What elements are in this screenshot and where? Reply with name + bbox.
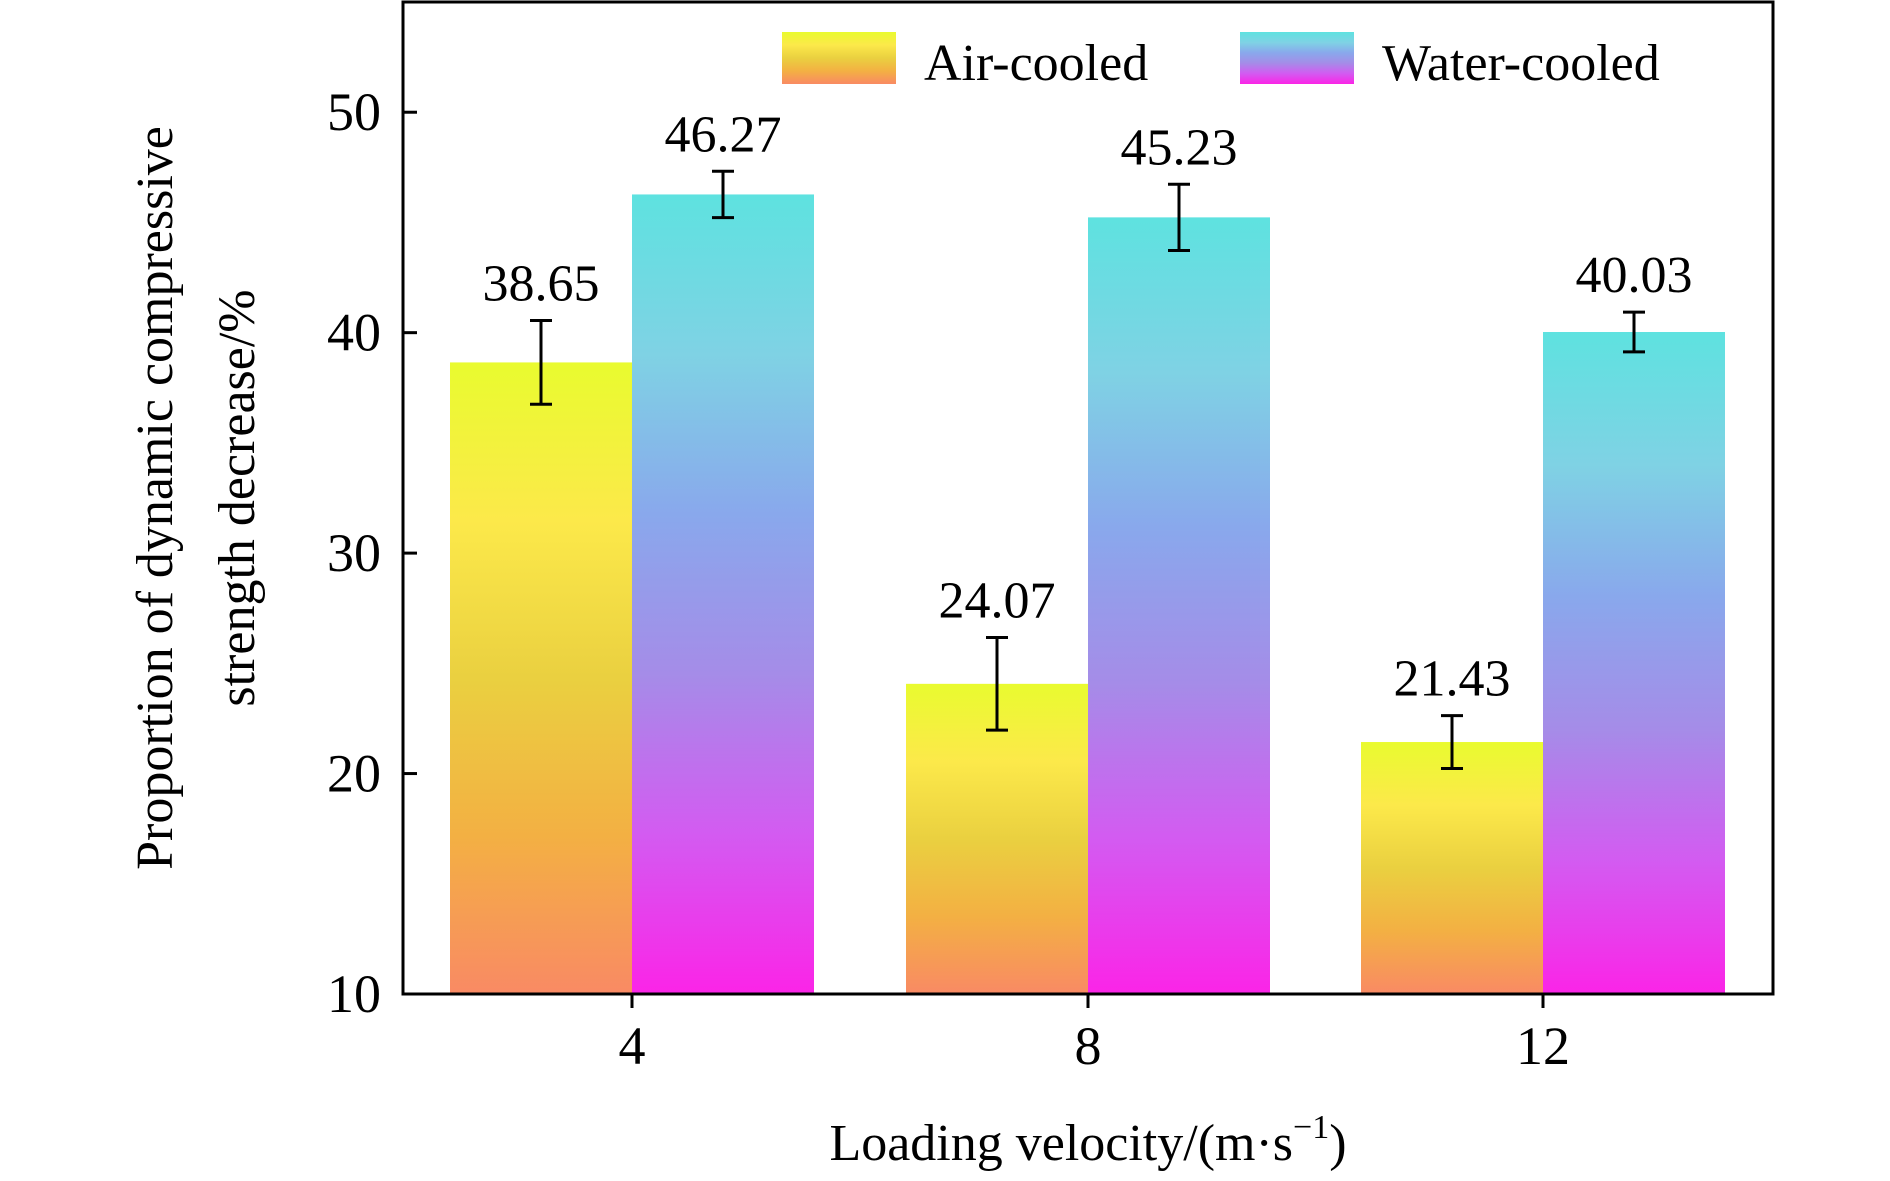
data-label-air-cooled-12: 21.43 [1394, 651, 1511, 708]
errorbars-layer [530, 169, 1645, 770]
data-label-air-cooled-8: 24.07 [939, 573, 1056, 630]
x-tick-label-4: 4 [619, 1016, 646, 1076]
bars-layer [450, 194, 1725, 995]
bar-water-cooled-8 [1088, 217, 1270, 995]
bar-air-cooled-8 [906, 683, 1088, 994]
y-tick-label-10: 10 [327, 964, 381, 1024]
data-label-water-cooled-8: 45.23 [1121, 119, 1238, 176]
y-tick-label-20: 20 [327, 744, 381, 804]
y-axis-title-line-2: strength decrease/% [209, 289, 266, 706]
x-tick-label-8: 8 [1075, 1016, 1102, 1076]
legend-label-water-cooled: Water-cooled [1382, 35, 1660, 92]
y-axis-title-line-1: Proportion of dynamic compressive [127, 126, 184, 870]
x-tick-label-12: 12 [1516, 1016, 1570, 1076]
x-axis-title: Loading velocity/(m·s−1) [829, 1109, 1346, 1172]
data-label-water-cooled-12: 40.03 [1576, 247, 1693, 304]
bar-air-cooled-4 [450, 362, 632, 995]
legend-label-air-cooled: Air-cooled [924, 35, 1148, 92]
error-bar-water-cooled-8 [1168, 182, 1190, 252]
bar-water-cooled-12 [1543, 332, 1725, 994]
data-labels-layer: 38.65 24.07 21.43 46.27 45.23 40.03 [483, 106, 1693, 707]
error-bar-air-cooled-4 [530, 319, 552, 406]
error-bar-water-cooled-12 [1623, 310, 1645, 354]
y-tick-label-30: 30 [327, 523, 381, 583]
error-bar-water-cooled-4 [712, 169, 734, 220]
legend-swatch-water-cooled [1240, 32, 1354, 84]
x-axis: 4 8 12 [619, 994, 1570, 1076]
error-bar-air-cooled-12 [1441, 714, 1463, 770]
legend: Air-cooled Water-cooled [782, 32, 1660, 92]
bar-water-cooled-4 [632, 194, 814, 994]
error-bar-air-cooled-8 [986, 636, 1008, 732]
data-label-water-cooled-4: 46.27 [665, 106, 782, 163]
bar-air-cooled-12 [1361, 742, 1543, 994]
y-axis: 10 20 30 40 50 [327, 82, 417, 1024]
legend-swatch-air-cooled [782, 32, 896, 84]
data-label-air-cooled-4: 38.65 [483, 256, 600, 313]
y-tick-label-50: 50 [327, 82, 381, 142]
y-tick-label-40: 40 [327, 303, 381, 363]
y-axis-title: Proportion of dynamic compressive streng… [127, 126, 266, 870]
